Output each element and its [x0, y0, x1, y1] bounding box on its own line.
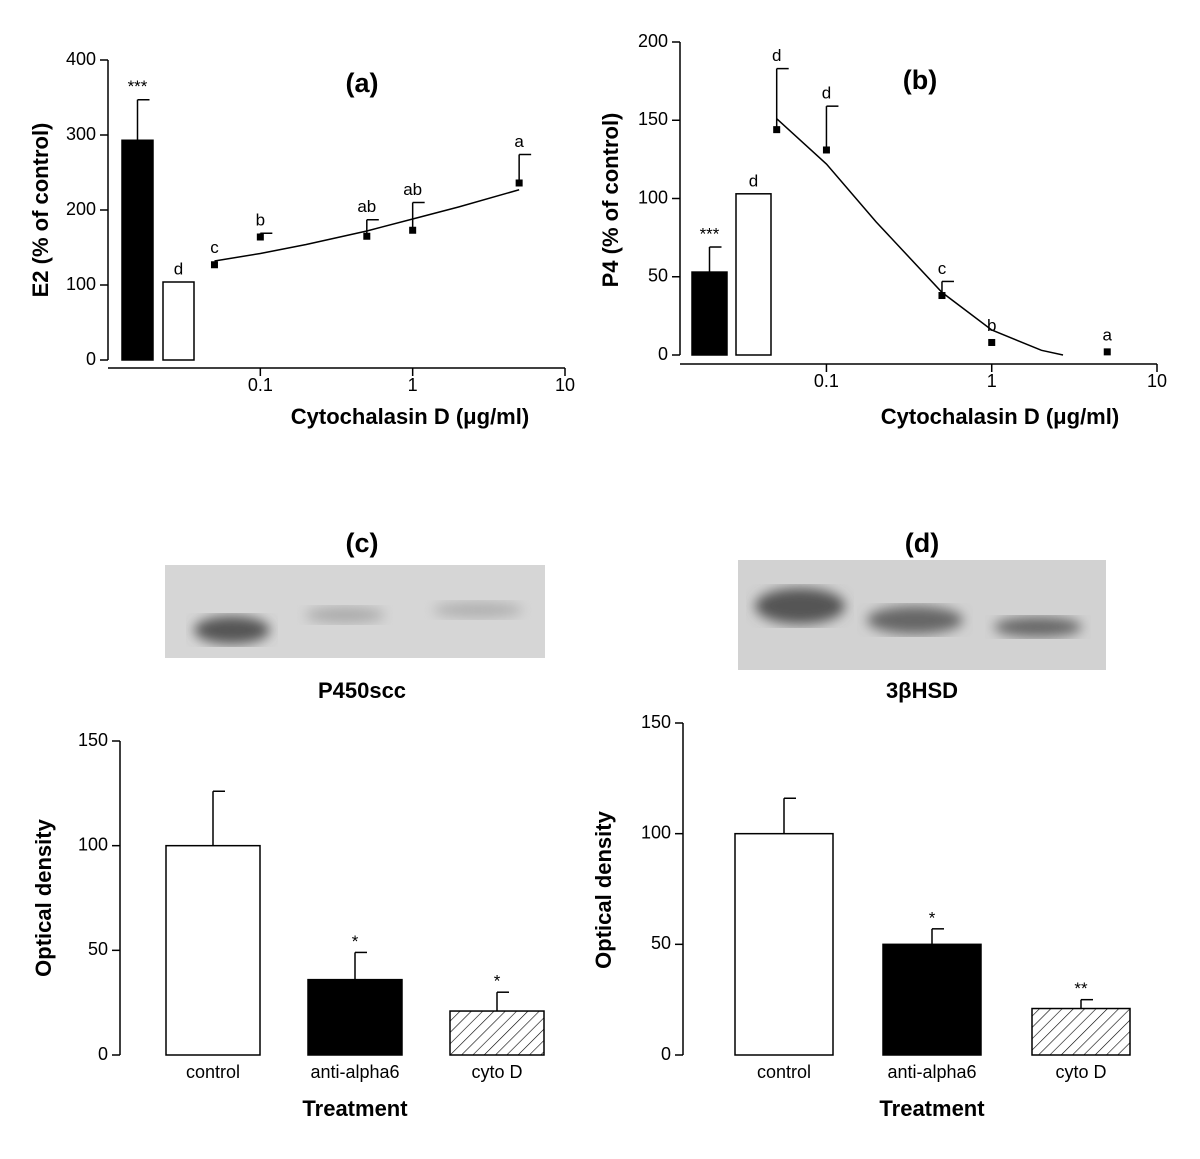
x-tick-label: control [757, 1062, 811, 1082]
y-tick-label: 100 [641, 822, 671, 842]
y-axis-label: P4 (% of control) [598, 113, 623, 288]
x-tick-label: cyto D [471, 1062, 522, 1082]
point [210, 261, 218, 269]
bar-annotation: ** [1074, 979, 1088, 998]
point [988, 338, 996, 346]
blot-d [738, 560, 1106, 670]
bar [165, 844, 261, 1056]
y-tick-label: 200 [638, 31, 668, 51]
bar [735, 193, 772, 356]
x-tick-label: 1 [987, 371, 997, 391]
bar-annotation: d [174, 259, 183, 278]
bar [734, 832, 834, 1056]
x-tick-label: 0.1 [814, 371, 839, 391]
x-axis-label: Cytochalasin D (μg/ml) [291, 404, 529, 429]
y-axis-label: E2 (% of control) [28, 123, 53, 298]
y-tick-label: 150 [78, 730, 108, 750]
x-axis-label: Cytochalasin D (μg/ml) [881, 404, 1119, 429]
bar [1031, 1007, 1131, 1056]
y-tick-label: 150 [641, 712, 671, 732]
y-tick-label: 100 [66, 274, 96, 294]
point-annotation: b [987, 316, 996, 335]
point-annotation: c [210, 238, 219, 257]
y-axis-label: Optical density [591, 810, 616, 968]
point-annotation: ab [357, 197, 376, 216]
point [1103, 348, 1111, 356]
y-tick-label: 0 [98, 1044, 108, 1064]
x-tick-label: 10 [555, 375, 575, 395]
y-axis-label: Optical density [31, 818, 56, 976]
x-tick-label: 10 [1147, 371, 1167, 391]
x-axis-label: Treatment [879, 1096, 985, 1121]
panel-title: (c) [346, 528, 379, 558]
y-tick-label: 50 [648, 266, 668, 286]
y-tick-label: 50 [651, 933, 671, 953]
x-axis-label: Treatment [302, 1096, 408, 1121]
bar-annotation: *** [128, 77, 148, 96]
bar [307, 978, 403, 1056]
bar-annotation: * [494, 972, 501, 991]
y-tick-label: 300 [66, 124, 96, 144]
y-tick-label: 0 [86, 349, 96, 369]
y-tick-label: 50 [88, 939, 108, 959]
panel-title: (b) [903, 65, 937, 95]
x-tick-label: 1 [408, 375, 418, 395]
bar [449, 1010, 545, 1056]
y-tick-label: 100 [638, 187, 668, 207]
bar [882, 943, 982, 1056]
x-tick-label: 0.1 [248, 375, 273, 395]
bar-annotation: * [352, 932, 359, 951]
point-annotation: a [1103, 325, 1113, 344]
point-annotation: d [772, 46, 781, 65]
bar [121, 139, 154, 361]
y-tick-label: 150 [638, 109, 668, 129]
y-tick-label: 400 [66, 49, 96, 69]
y-tick-label: 0 [661, 1044, 671, 1064]
point-annotation: c [938, 259, 947, 278]
panel-title: (d) [905, 528, 939, 558]
point-annotation: d [822, 84, 831, 103]
bar-annotation: *** [700, 224, 720, 243]
point-annotation: ab [403, 180, 422, 199]
point-annotation: b [256, 211, 265, 230]
point-annotation: a [514, 132, 524, 151]
y-tick-label: 100 [78, 834, 108, 854]
panel-title: (a) [346, 68, 379, 98]
y-tick-label: 0 [658, 344, 668, 364]
x-tick-label: control [186, 1062, 240, 1082]
x-tick-label: anti-alpha6 [887, 1062, 976, 1082]
bar-annotation: d [749, 171, 758, 190]
blot-label: 3βHSD [886, 678, 958, 703]
blot-label: P450scc [318, 678, 406, 703]
x-tick-label: cyto D [1055, 1062, 1106, 1082]
fit-curve [776, 118, 1064, 356]
x-tick-label: anti-alpha6 [310, 1062, 399, 1082]
bar-annotation: * [929, 908, 936, 927]
blot-c [165, 565, 545, 658]
y-tick-label: 200 [66, 199, 96, 219]
bar [691, 271, 728, 356]
bar [162, 281, 195, 361]
